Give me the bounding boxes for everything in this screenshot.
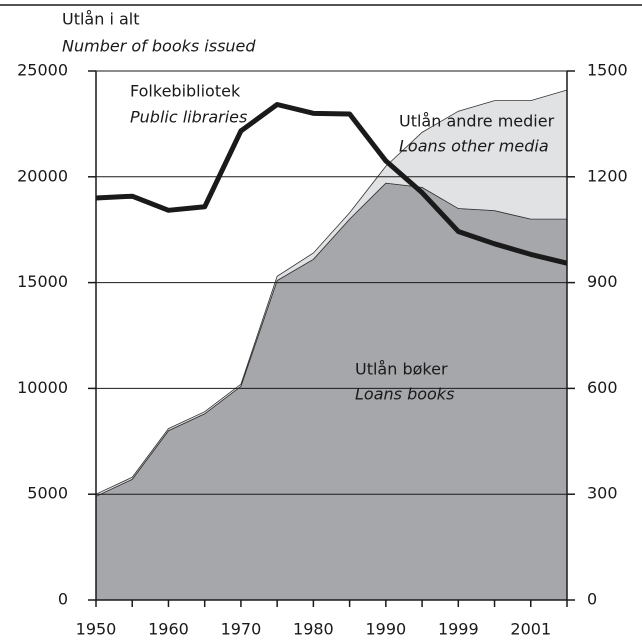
series-label: Utlån bøker: [355, 360, 448, 379]
x-tick-label: 1970: [221, 620, 262, 639]
y-tick-label: 25000: [17, 61, 68, 80]
y2-tick-label: 1200: [587, 166, 628, 185]
y-tick-label: 20000: [17, 166, 68, 185]
y2-tick-label: 1500: [587, 61, 628, 80]
y2-tick-label: 900: [587, 272, 618, 291]
series-label: Loans other media: [399, 137, 549, 156]
x-tick-label: 1999: [438, 620, 479, 639]
line: [95, 102, 568, 266]
x-tick-label: 2001: [510, 620, 551, 639]
chart-subtitle: Number of books issued: [62, 37, 256, 56]
y-tick-label: 10000: [17, 378, 68, 397]
chart-title: Utlån i alt: [62, 10, 140, 29]
y2-tick-label: 300: [587, 484, 618, 503]
series-label: Public libraries: [130, 108, 247, 127]
y2-tick-label: 600: [587, 378, 618, 397]
x-tick-label: 1990: [365, 620, 406, 639]
series-label: Loans books: [355, 385, 454, 404]
x-tick-label: 1950: [76, 620, 117, 639]
series-label: Utlån andre medier: [399, 112, 555, 131]
y-tick-label: 0: [58, 590, 68, 609]
y-tick-label: 15000: [17, 272, 68, 291]
y2-tick-label: 0: [587, 590, 597, 609]
series-label: Folkebibliotek: [130, 82, 241, 101]
y-tick-label: 5000: [27, 484, 68, 503]
x-tick-label: 1960: [148, 620, 189, 639]
x-tick-label: 1980: [293, 620, 334, 639]
